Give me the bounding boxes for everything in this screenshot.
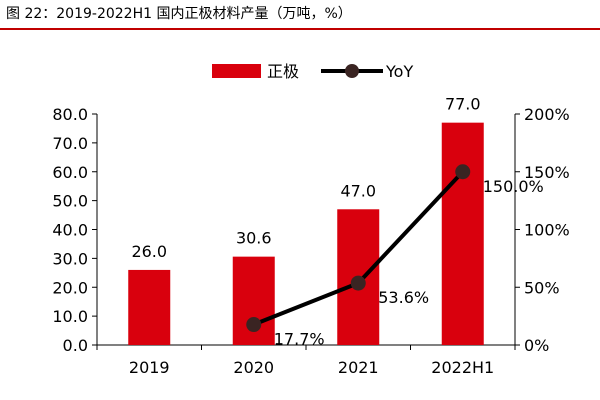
bar (128, 269, 171, 345)
right-tick-label: 200% (524, 105, 570, 124)
right-tick-label: 100% (524, 221, 570, 240)
left-tick-label: 60.0 (52, 163, 88, 182)
left-tick-label: 10.0 (52, 307, 88, 326)
left-tick-label: 40.0 (52, 221, 88, 240)
left-tick-label: 0.0 (63, 336, 88, 355)
yoy-value-label: 150.0% (483, 177, 544, 196)
right-tick-label: 150% (524, 163, 570, 182)
right-tick-label: 50% (524, 278, 560, 297)
bar-value-label: 47.0 (340, 181, 376, 200)
yoy-marker (246, 317, 262, 333)
legend: 正极 YoY (212, 62, 413, 81)
figure-title: 图 22：2019-2022H1 国内正极材料产量（万吨，%） (6, 6, 352, 22)
legend-swatch-marker (345, 64, 359, 78)
x-tick-label: 2020 (233, 358, 274, 377)
x-tick-label: 2022H1 (431, 358, 494, 377)
legend-swatch-bar (212, 64, 261, 78)
bar-value-label: 77.0 (445, 95, 481, 114)
left-tick-label: 70.0 (52, 134, 88, 153)
yoy-marker (350, 275, 366, 291)
x-tick-label: 2019 (129, 358, 170, 377)
yoy-series: 17.7% 53.6% 150.0% (246, 164, 544, 349)
left-tick-label: 50.0 (52, 192, 88, 211)
left-tick-label: 20.0 (52, 278, 88, 297)
left-tick-label: 30.0 (52, 249, 88, 268)
yoy-marker (455, 164, 471, 180)
bar (441, 122, 484, 345)
x-tick-label: 2021 (338, 358, 379, 377)
left-tick-label: 80.0 (52, 105, 88, 124)
title-rule (0, 28, 600, 30)
bar-series: 26.0 30.6 47.0 77.0 (128, 95, 484, 345)
legend-label-line: YoY (385, 62, 413, 81)
bar-value-label: 26.0 (131, 242, 167, 261)
right-tick-label: 0% (524, 336, 549, 355)
yoy-value-label: 17.7% (274, 330, 325, 349)
yoy-value-label: 53.6% (378, 288, 429, 307)
legend-label-bar: 正极 (267, 62, 299, 81)
bar-value-label: 30.6 (236, 229, 272, 248)
